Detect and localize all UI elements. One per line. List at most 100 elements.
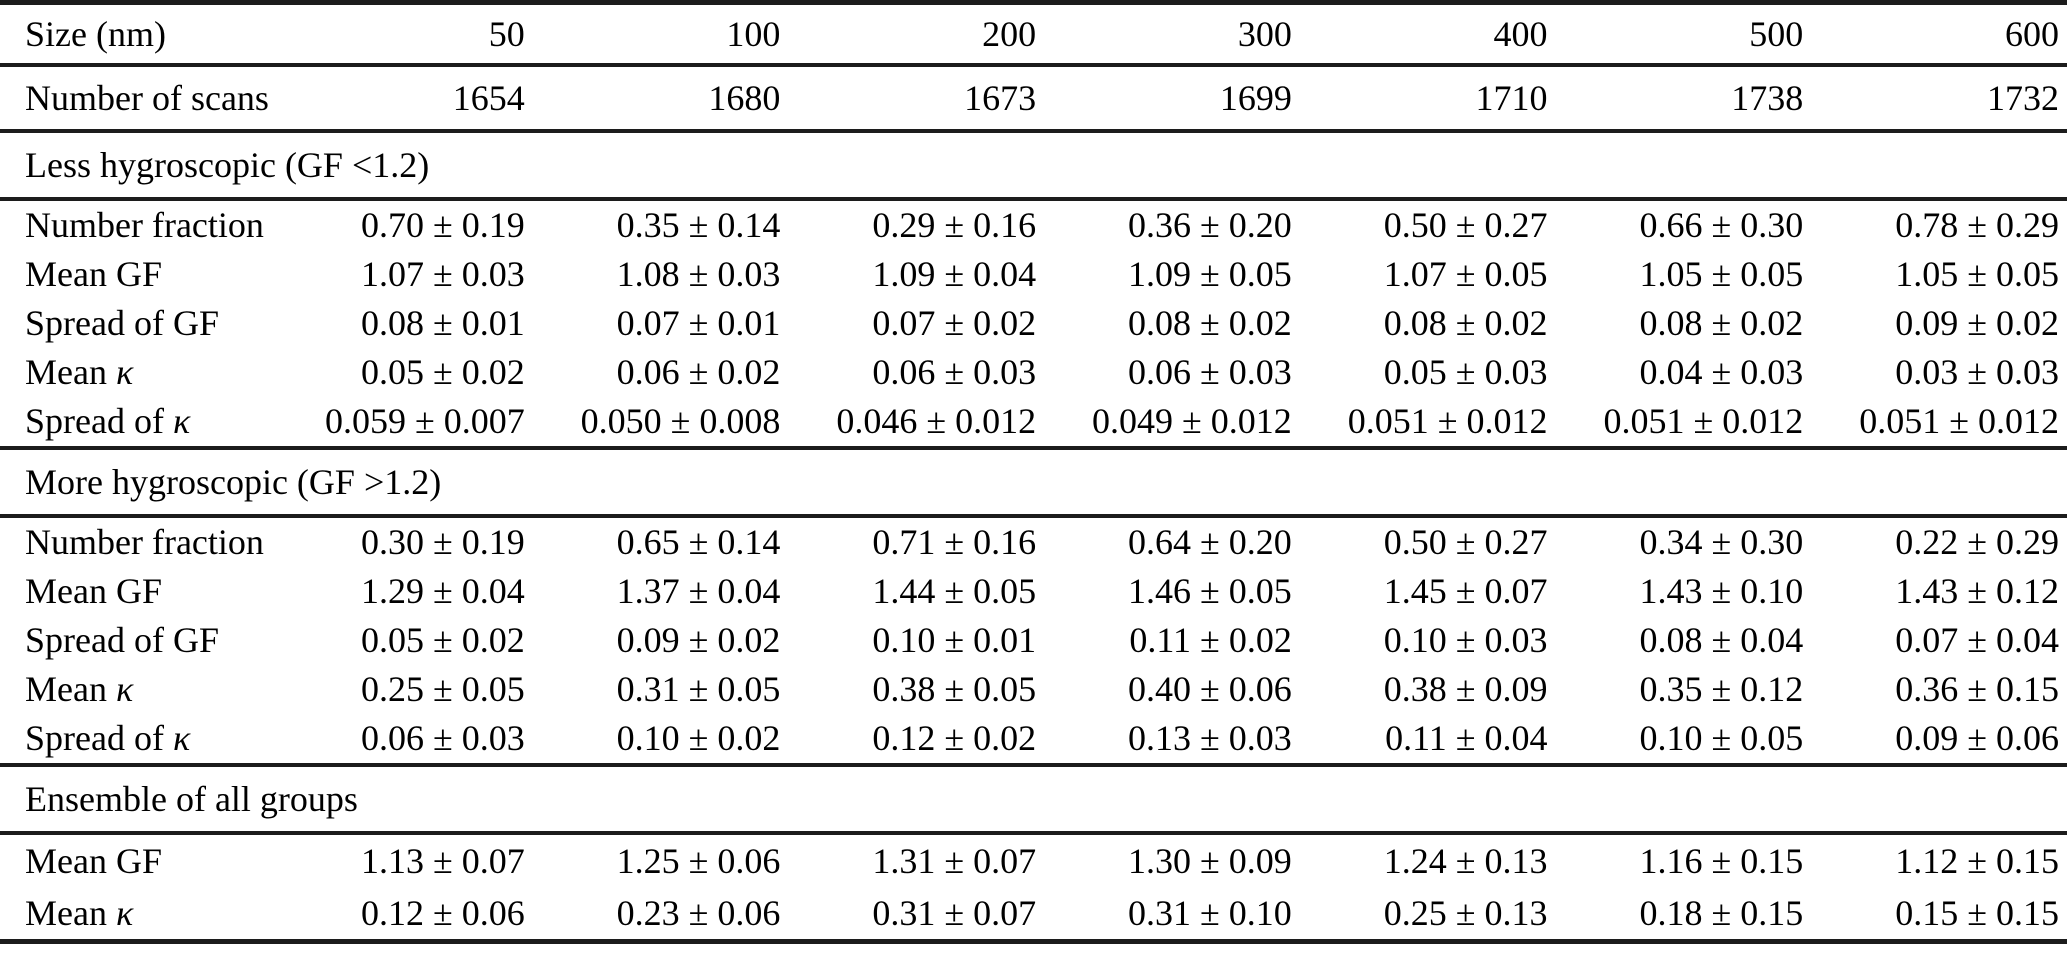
cell: 0.38 ± 0.09: [1383, 669, 1548, 709]
cell: 0.051 ± 0.012: [1299, 397, 1556, 450]
row-label: Mean GF: [0, 567, 277, 616]
data-row: Mean κ 0.05 ± 0.02 0.06 ± 0.02 0.06 ± 0.…: [0, 348, 2067, 397]
section-header-row-more-hygroscopic: More hygroscopic (GF >1.2): [0, 448, 2067, 518]
row-label-text: Mean GF: [25, 571, 162, 611]
data-row: Number fraction 0.30 ± 0.19 0.65 ± 0.14 …: [0, 516, 2067, 567]
data-row: Spread of GF 0.08 ± 0.01 0.07 ± 0.01 0.0…: [0, 299, 2067, 348]
cell: 0.05 ± 0.02: [360, 620, 525, 660]
cell: 0.22 ± 0.29: [1895, 522, 2059, 562]
cell: 0.08 ± 0.02: [1383, 303, 1548, 343]
cell: 0.40 ± 0.06: [1128, 669, 1292, 709]
cell: 0.15 ± 0.15: [1895, 893, 2059, 933]
row-label-text: Mean GF: [25, 841, 162, 881]
cell: 0.71 ± 0.16: [872, 522, 1037, 562]
cell: 0.25 ± 0.13: [1383, 893, 1548, 933]
section-title: More hygroscopic (GF >1.2): [0, 448, 2067, 518]
cell: 0.65 ± 0.14: [616, 522, 781, 562]
cell: 0.35 ± 0.12: [1639, 669, 1804, 709]
column-header-600: 600: [1811, 2, 2067, 67]
row-label: Mean κ: [0, 665, 277, 714]
cell: 1654: [277, 65, 533, 133]
row-label: Mean κ: [0, 887, 277, 942]
cell: 1.44 ± 0.05: [872, 571, 1037, 611]
section-header-row-less-hygroscopic: Less hygroscopic (GF <1.2): [0, 131, 2067, 201]
cell: 1.24 ± 0.13: [1383, 841, 1548, 881]
cell: 0.34 ± 0.30: [1639, 522, 1804, 562]
cell: 0.06 ± 0.03: [1128, 352, 1292, 392]
row-label: Number of scans: [0, 65, 277, 133]
cell: 0.64 ± 0.20: [1128, 522, 1292, 562]
data-row: Mean GF 1.13 ± 0.07 1.25 ± 0.06 1.31 ± 0…: [0, 833, 2067, 887]
cell: 0.36 ± 0.20: [1128, 205, 1292, 245]
row-label: Spread of GF: [0, 299, 277, 348]
cell: 0.03 ± 0.03: [1895, 352, 2059, 392]
cell: 0.50 ± 0.27: [1383, 522, 1548, 562]
cell: 0.051 ± 0.012: [1811, 397, 2067, 450]
cell: 1.16 ± 0.15: [1639, 841, 1804, 881]
data-row: Spread of κ 0.06 ± 0.03 0.10 ± 0.02 0.12…: [0, 714, 2067, 767]
cell: 0.08 ± 0.02: [1639, 303, 1804, 343]
cell: 1.46 ± 0.05: [1128, 571, 1292, 611]
cell: 1.09 ± 0.05: [1128, 254, 1292, 294]
cell: 0.31 ± 0.10: [1128, 893, 1292, 933]
column-header-400: 400: [1299, 2, 1556, 67]
cell: 1699: [1044, 65, 1300, 133]
cell: 1673: [788, 65, 1045, 133]
cell: 1732: [1811, 65, 2067, 133]
cell: 0.11 ± 0.02: [1129, 620, 1292, 660]
row-label: Mean GF: [0, 250, 277, 299]
row-label: Number fraction: [0, 516, 277, 567]
scans-row: Number of scans 1654 1680 1673 1699 1710…: [0, 65, 2067, 133]
cell: 0.10 ± 0.02: [532, 714, 789, 767]
cell: 0.050 ± 0.008: [532, 397, 789, 450]
row-label: Spread of κ: [0, 397, 277, 450]
cell: 1680: [532, 65, 789, 133]
cell: 0.38 ± 0.05: [872, 669, 1037, 709]
cell: 1.31 ± 0.07: [872, 841, 1037, 881]
cell: 0.051 ± 0.012: [1555, 397, 1812, 450]
cell: 0.31 ± 0.07: [872, 893, 1037, 933]
row-label-text: Spread of GF: [25, 620, 219, 660]
section-title: Less hygroscopic (GF <1.2): [0, 131, 2067, 201]
row-label-text: Mean: [25, 352, 116, 392]
row-label-text: Mean: [25, 669, 116, 709]
cell: 1.09 ± 0.04: [872, 254, 1037, 294]
section-title: Ensemble of all groups: [0, 765, 2067, 835]
row-label-text: Spread of GF: [25, 303, 219, 343]
row-label-text: Number fraction: [25, 205, 264, 245]
cell: 0.35 ± 0.14: [616, 205, 781, 245]
cell: 0.78 ± 0.29: [1895, 205, 2059, 245]
cell: 1.05 ± 0.05: [1639, 254, 1804, 294]
cell: 1.12 ± 0.15: [1895, 841, 2059, 881]
cell: 0.10 ± 0.01: [872, 620, 1037, 660]
row-label: Number fraction: [0, 199, 277, 250]
cell: 1.05 ± 0.05: [1895, 254, 2059, 294]
data-row: Spread of GF 0.05 ± 0.02 0.09 ± 0.02 0.1…: [0, 616, 2067, 665]
cell: 1.07 ± 0.05: [1383, 254, 1548, 294]
cell: 0.059 ± 0.007: [277, 397, 533, 450]
cell: 0.12 ± 0.02: [788, 714, 1045, 767]
cell: 0.10 ± 0.03: [1383, 620, 1548, 660]
kappa-symbol: κ: [172, 718, 191, 758]
row-label-text: Mean: [25, 893, 116, 933]
cell: 1.45 ± 0.07: [1383, 571, 1548, 611]
cell: 1.43 ± 0.10: [1639, 571, 1804, 611]
kappa-symbol: κ: [115, 352, 134, 392]
column-header-500: 500: [1555, 2, 1812, 67]
cell: 0.50 ± 0.27: [1383, 205, 1548, 245]
cell: 0.66 ± 0.30: [1639, 205, 1804, 245]
cell: 1.30 ± 0.09: [1128, 841, 1292, 881]
cell: 1710: [1299, 65, 1556, 133]
cell: 0.046 ± 0.012: [788, 397, 1045, 450]
cell: 0.05 ± 0.02: [360, 352, 525, 392]
data-row: Mean κ 0.25 ± 0.05 0.31 ± 0.05 0.38 ± 0.…: [0, 665, 2067, 714]
row-label-text: Spread of: [25, 718, 173, 758]
column-header-50: 50: [277, 2, 533, 67]
data-row: Mean GF 1.29 ± 0.04 1.37 ± 0.04 1.44 ± 0…: [0, 567, 2067, 616]
cell: 0.29 ± 0.16: [872, 205, 1037, 245]
cell: 0.07 ± 0.01: [616, 303, 781, 343]
data-row: Number fraction 0.70 ± 0.19 0.35 ± 0.14 …: [0, 199, 2067, 250]
cell: 0.10 ± 0.05: [1555, 714, 1812, 767]
cell: 0.09 ± 0.02: [616, 620, 781, 660]
